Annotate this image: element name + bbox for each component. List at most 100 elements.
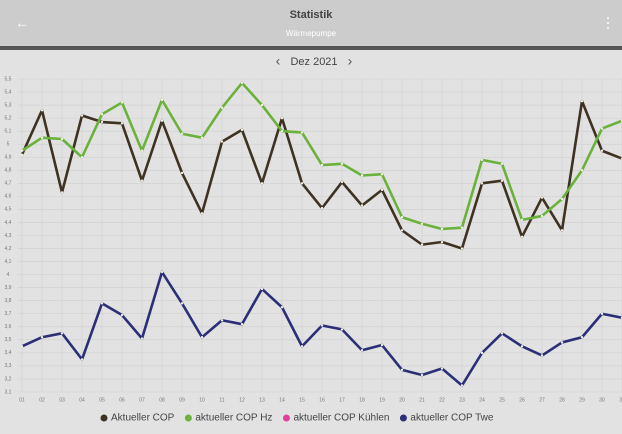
data-point <box>560 197 564 201</box>
data-point <box>420 243 424 246</box>
data-point <box>100 120 104 124</box>
prev-month[interactable]: ‹ <box>276 53 281 69</box>
data-point <box>380 188 384 192</box>
x-tick-label: 07 <box>139 397 145 403</box>
data-point <box>120 101 124 104</box>
data-point <box>480 158 484 162</box>
data-point <box>440 367 444 370</box>
next-month[interactable]: › <box>348 53 353 69</box>
data-point <box>280 129 284 133</box>
x-tick-label: 23 <box>459 397 465 403</box>
data-point <box>520 345 524 348</box>
legend-label: aktueller COP Kühlen <box>293 413 389 424</box>
x-tick-label: 12 <box>239 397 245 403</box>
data-point <box>520 235 524 239</box>
data-point <box>400 216 404 219</box>
data-point <box>60 191 64 194</box>
x-tick-label: 14 <box>279 397 285 403</box>
data-point <box>100 302 104 305</box>
data-point <box>600 127 604 130</box>
data-point <box>100 113 104 116</box>
data-point <box>420 373 424 377</box>
y-tick-label: 3,2 <box>5 376 12 382</box>
y-tick-label: 4 <box>7 272 10 278</box>
data-point <box>120 313 124 317</box>
y-tick-label: 3,6 <box>5 324 12 330</box>
data-point <box>360 349 364 352</box>
x-tick-label: 01 <box>19 397 25 403</box>
x-tick-label: 28 <box>559 397 565 403</box>
data-point <box>220 106 224 109</box>
y-tick-label: 4,3 <box>5 233 12 239</box>
app-subtitle: Wärmepumpe <box>286 29 337 38</box>
x-tick-label: 02 <box>39 397 45 403</box>
plot: 3,1 3,2 3,3 3,4 3,5 3,6 3,7 3,8 3,9 4 4,1 4,2 4,3 4,4… <box>5 76 622 424</box>
y-tick-label: 5,1 <box>5 128 12 134</box>
x-tick-label: 10 <box>199 397 205 403</box>
data-point <box>240 81 244 85</box>
legend-marker <box>399 414 407 422</box>
data-point <box>40 109 44 112</box>
data-point <box>600 149 604 152</box>
data-point <box>140 149 144 152</box>
menu-button[interactable] <box>607 17 609 29</box>
data-point <box>480 182 484 185</box>
x-tick-label: 24 <box>479 397 485 403</box>
y-tick-label: 3,5 <box>5 337 12 343</box>
data-point <box>560 341 564 344</box>
y-tick-label: 4,2 <box>5 246 12 252</box>
legend: Aktueller COP aktueller COP Hz aktueller C… <box>100 413 494 424</box>
legend-label: aktueller COP Twe <box>410 413 493 424</box>
legend-label: Aktueller COP <box>111 413 175 424</box>
x-tick-label: 13 <box>259 397 265 403</box>
x-tick-label: 22 <box>439 397 445 403</box>
data-point <box>320 206 324 210</box>
x-tick-label: 04 <box>79 397 85 403</box>
data-point <box>360 204 364 207</box>
data-point <box>180 132 184 135</box>
data-point <box>500 332 504 335</box>
y-tick-label: 4,9 <box>5 155 12 161</box>
back-button[interactable]: ← <box>15 15 29 31</box>
y-tick-label: 3,8 <box>5 298 12 304</box>
data-point <box>200 136 204 139</box>
data-point <box>600 312 604 315</box>
data-point <box>540 196 544 199</box>
data-point <box>260 287 264 291</box>
app-bar <box>0 0 622 46</box>
data-point <box>400 368 404 372</box>
y-tick-label: 5 <box>7 142 10 148</box>
data-point <box>480 351 484 355</box>
x-tick-label: 16 <box>319 397 325 403</box>
month-label: Dez 2021 <box>290 56 337 68</box>
data-point <box>220 319 224 322</box>
data-point <box>460 247 464 250</box>
data-point <box>20 153 24 156</box>
x-tick-label: 03 <box>59 397 65 403</box>
data-point <box>140 179 144 182</box>
data-point <box>260 182 264 185</box>
y-tick-label: 5,2 <box>5 115 12 121</box>
data-point <box>460 226 464 229</box>
data-point <box>500 162 504 165</box>
x-tick-label: 18 <box>359 397 365 403</box>
data-point <box>160 98 164 102</box>
data-point <box>320 324 324 327</box>
y-tick-label: 3,1 <box>5 389 12 395</box>
x-tick-label: 25 <box>499 397 505 403</box>
data-point <box>180 302 184 305</box>
x-tick-label: 31 <box>619 397 622 403</box>
x-tick-label: 05 <box>99 397 105 403</box>
legend-label: aktueller COP Hz <box>195 413 272 424</box>
data-point <box>300 131 304 134</box>
data-point <box>340 180 344 184</box>
x-tick-label: 29 <box>579 397 585 403</box>
data-point <box>380 173 384 176</box>
data-point <box>200 336 204 339</box>
x-tick-label: 09 <box>179 397 185 403</box>
data-point <box>180 171 184 175</box>
y-tick-label: 5,5 <box>5 76 12 82</box>
data-point <box>460 384 464 387</box>
data-point <box>160 270 164 274</box>
